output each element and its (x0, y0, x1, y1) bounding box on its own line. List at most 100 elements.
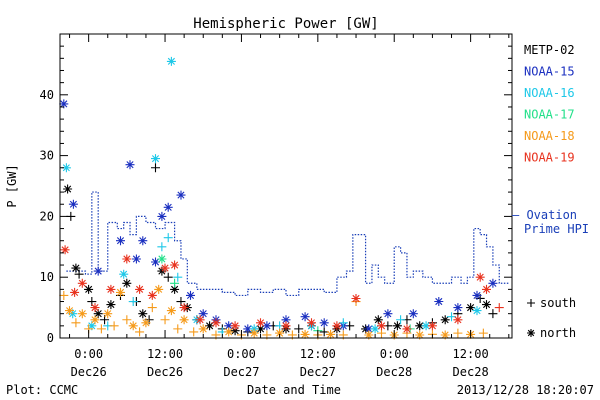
data-point-noaa-15 (453, 303, 463, 313)
data-point-noaa-19 (70, 287, 80, 297)
data-point-noaa-19 (475, 272, 485, 282)
data-point-noaa-18 (179, 315, 189, 325)
data-point-noaa-18 (109, 321, 119, 331)
data-point-noaa-19 (230, 321, 240, 331)
data-point-noaa-18 (122, 315, 132, 325)
legend: METP-02 NOAA-15 NOAA-16 NOAA-17 NOAA-18 NOAA-… (512, 43, 589, 340)
data-point-metp-02 (256, 324, 265, 334)
data-point-noaa-18 (326, 329, 336, 339)
data-point-metp-02 (93, 309, 103, 319)
data-point-noaa-16 (472, 306, 482, 316)
data-point-noaa-18 (77, 309, 87, 319)
data-point-noaa-18 (96, 324, 106, 334)
data-point-metp-02 (163, 272, 173, 282)
data-point-noaa-15 (408, 309, 418, 319)
x-tick-label-date: Dec26 (71, 365, 107, 379)
data-point-noaa-19 (453, 315, 463, 325)
data-point-noaa-16 (61, 163, 71, 173)
legend-marker-south: south (527, 296, 576, 310)
footer-plot-credit: Plot: CCMC (6, 383, 78, 397)
data-point-metp-02 (74, 269, 84, 279)
y-tick-label: 0 (47, 331, 54, 345)
data-point-noaa-18 (90, 315, 100, 325)
data-point-noaa-19 (256, 318, 265, 328)
data-point-noaa-18 (189, 327, 199, 337)
data-point-noaa-16 (421, 321, 431, 331)
data-point-noaa-18 (59, 290, 69, 300)
data-point-noaa-19 (77, 278, 87, 288)
data-point-noaa-19 (106, 284, 116, 294)
data-point-noaa-15 (198, 309, 208, 319)
data-point-noaa-18 (478, 328, 488, 338)
data-point-noaa-15 (125, 160, 135, 170)
data-point-metp-02 (440, 315, 450, 325)
data-point-metp-02 (488, 309, 498, 319)
x-tick-label-date: Dec28 (453, 365, 489, 379)
data-point-noaa-19 (147, 290, 157, 300)
legend-marker-label: north (540, 326, 576, 340)
legend-marker-symbol (527, 299, 535, 307)
data-point-noaa-18 (440, 330, 450, 340)
x-tick-label-time: 12:00 (147, 347, 183, 361)
data-point-noaa-16 (151, 154, 160, 164)
data-point-metp-02 (84, 284, 94, 294)
data-point-noaa-18 (135, 327, 145, 337)
data-point-noaa-16 (370, 324, 380, 334)
data-point-noaa-15 (157, 211, 167, 221)
data-point-noaa-15 (176, 190, 186, 200)
legend-entry-noaa-15: NOAA-15 (524, 65, 575, 79)
data-point-noaa-19 (122, 254, 132, 264)
x-tick-label-time: 0:00 (74, 347, 103, 361)
data-point-noaa-15 (138, 236, 148, 246)
data-point-metp-02 (122, 278, 132, 288)
y-tick-label: 10 (40, 270, 54, 284)
data-point-metp-02 (106, 300, 116, 310)
x-tick-label-date: Dec28 (376, 365, 412, 379)
legend-ovation-line2: Prime HPI (524, 222, 589, 236)
x-tick-label-time: 12:00 (453, 347, 489, 361)
data-point-noaa-19 (160, 263, 170, 273)
data-point-metp-02 (373, 315, 383, 325)
data-point-noaa-18 (116, 287, 125, 297)
x-axis-label: Date and Time (247, 383, 341, 397)
data-point-metp-02 (392, 321, 402, 331)
legend-marker-symbol (527, 329, 535, 337)
data-point-noaa-18 (249, 328, 259, 338)
chart-title: Hemispheric Power [GW] (193, 16, 378, 32)
series-metp-02 (63, 163, 498, 337)
y-tick-label: 30 (40, 149, 54, 163)
data-point-metp-02 (415, 321, 425, 331)
data-point-noaa-15 (262, 321, 272, 331)
data-point-noaa-18 (71, 318, 81, 328)
y-axis-label: P [GW] (5, 164, 19, 207)
legend-entry-metp-02: METP-02 (524, 43, 575, 57)
x-tick-label-time: 12:00 (300, 347, 336, 361)
data-point-noaa-15 (319, 318, 329, 328)
data-point-noaa-19 (307, 318, 316, 328)
series-noaa-18 (59, 284, 488, 340)
data-point-noaa-16 (166, 56, 176, 66)
data-point-metp-02 (230, 326, 240, 336)
data-point-metp-02 (170, 284, 180, 294)
data-point-noaa-15 (488, 278, 498, 288)
data-point-noaa-16 (119, 269, 129, 279)
data-point-noaa-19 (211, 318, 221, 328)
data-point-noaa-19 (179, 303, 189, 313)
data-point-noaa-19 (482, 284, 491, 294)
data-point-metp-02 (150, 163, 160, 173)
data-point-noaa-18 (147, 303, 157, 313)
data-point-noaa-16 (338, 318, 348, 328)
data-point-noaa-18 (224, 327, 234, 337)
data-point-noaa-18 (160, 315, 170, 325)
data-point-metp-02 (482, 300, 491, 310)
data-point-noaa-19 (90, 303, 100, 313)
data-point-noaa-15 (186, 290, 195, 300)
legend-marker-north: north (527, 326, 576, 340)
data-point-noaa-16 (447, 312, 457, 322)
legend-entry-noaa-16: NOAA-16 (524, 86, 575, 100)
data-point-noaa-18 (415, 330, 425, 340)
data-point-noaa-16 (87, 321, 97, 331)
data-point-noaa-19 (60, 245, 70, 255)
data-point-noaa-19 (281, 321, 291, 331)
